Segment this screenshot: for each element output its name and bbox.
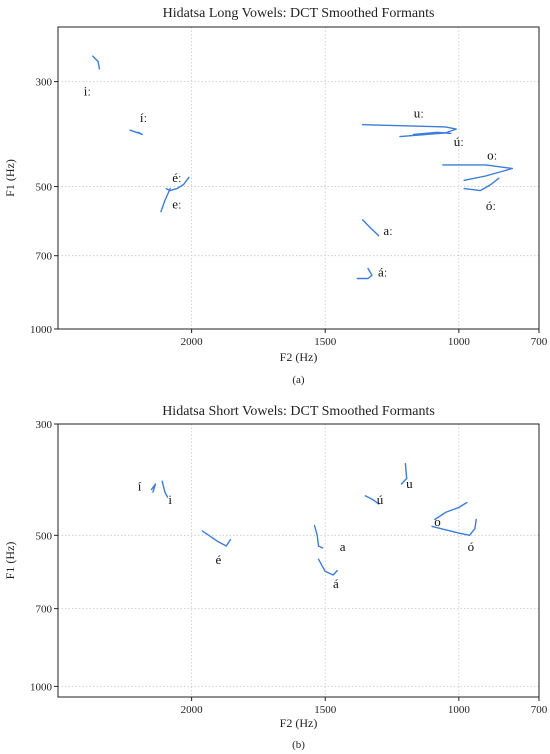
x-tick-label: 1500	[314, 336, 337, 348]
formant-trace	[463, 177, 500, 192]
vowel-label: é	[215, 552, 221, 567]
vowel-label: íː	[140, 110, 147, 125]
formant-trace	[412, 131, 452, 136]
vowel-label: o	[434, 514, 441, 529]
formant-trace	[129, 129, 143, 136]
vowel-label: ú	[377, 492, 384, 507]
formant-trace	[361, 124, 457, 138]
vowel-label: oː	[487, 148, 497, 163]
formant-trace	[92, 55, 101, 70]
chart-title: Hidatsa Long Vowels: DCT Smoothed Forman…	[163, 6, 435, 21]
y-tick-label: 700	[36, 251, 53, 263]
formant-trace	[434, 501, 468, 521]
y-axis-label: F1 (Hz)	[3, 159, 17, 197]
x-axis-label: F2 (Hz)	[280, 716, 318, 730]
plot-frame	[57, 423, 540, 698]
formant-trace	[150, 483, 157, 493]
chart-panel: Hidatsa Long Vowels: DCT Smoothed Forman…	[3, 6, 548, 386]
vowel-label: aː	[383, 223, 392, 238]
y-tick-label: 300	[36, 77, 53, 89]
x-axis-label: F2 (Hz)	[280, 350, 318, 364]
x-tick-label: 2000	[181, 704, 204, 716]
plot-frame	[57, 26, 540, 330]
formant-trace	[313, 524, 324, 549]
y-axis-label: F1 (Hz)	[3, 542, 17, 580]
chart-panel: Hidatsa Short Vowels: DCT Smoothed Forma…	[3, 404, 548, 751]
x-tick-label: 1000	[448, 336, 471, 348]
x-tick-label: 1500	[314, 704, 337, 716]
vowel-label: ó	[468, 539, 475, 554]
x-tick-label: 700	[531, 704, 548, 716]
vowel-label: iː	[84, 84, 91, 99]
formant-trace	[364, 495, 380, 505]
panel-caption: (a)	[292, 374, 305, 386]
x-tick-label: 700	[531, 336, 548, 348]
y-tick-label: 500	[36, 182, 53, 194]
y-tick-label: 1000	[30, 324, 53, 336]
vowel-label: á	[333, 576, 339, 591]
formant-trace	[400, 463, 408, 485]
y-tick-label: 500	[36, 530, 53, 542]
formant-trace	[431, 518, 477, 536]
y-tick-label: 300	[36, 419, 53, 431]
formant-trace	[160, 187, 171, 213]
formant-trace	[356, 267, 373, 280]
vowel-label: eː	[172, 196, 181, 211]
formant-trace	[201, 530, 232, 547]
chart-title: Hidatsa Short Vowels: DCT Smoothed Forma…	[162, 404, 435, 419]
panel-caption: (b)	[292, 739, 305, 751]
vowel-label: u	[406, 476, 413, 491]
formant-trace	[161, 480, 169, 498]
y-tick-label: 1000	[30, 681, 53, 693]
y-tick-label: 700	[36, 604, 53, 616]
vowel-label: úː	[454, 134, 464, 149]
vowel-label: óː	[486, 198, 496, 213]
formant-trace	[317, 558, 338, 576]
vowel-label: áː	[378, 265, 387, 280]
formant-trace	[361, 219, 380, 237]
formant-trace	[442, 164, 513, 181]
vowel-label: éː	[172, 170, 181, 185]
x-tick-label: 2000	[181, 336, 204, 348]
x-tick-label: 1000	[448, 704, 471, 716]
vowel-label: í	[138, 479, 142, 494]
vowel-label: uː	[414, 105, 424, 120]
vowel-label: i	[168, 492, 172, 507]
vowel-label: a	[340, 539, 346, 554]
